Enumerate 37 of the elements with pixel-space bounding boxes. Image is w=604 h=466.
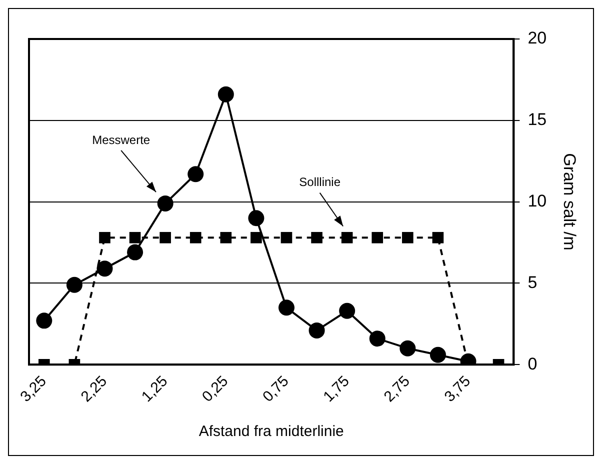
y-tick-label: 15: [528, 110, 547, 130]
point: [160, 232, 171, 244]
x-tick-label: 0,25: [198, 372, 232, 406]
point: [339, 302, 356, 319]
y-tick-label: 10: [528, 192, 547, 210]
point: [308, 322, 325, 338]
point: [218, 86, 234, 102]
point: [280, 232, 292, 244]
point: [402, 232, 414, 244]
x-tick-label: 0,75: [260, 372, 292, 406]
y-axis-title: Gram salt /m: [560, 153, 580, 250]
y-tick-label: 20: [528, 28, 547, 48]
point: [248, 210, 264, 226]
point: [220, 232, 232, 244]
annotation: Messwerte: [92, 132, 150, 147]
point: [278, 300, 294, 316]
y-tick-label: 0: [528, 354, 538, 374]
point: [96, 260, 113, 277]
point: [400, 340, 416, 356]
point: [127, 244, 144, 260]
point: [250, 232, 262, 244]
annotation: Solllinie: [299, 175, 341, 190]
point: [190, 232, 202, 244]
point: [430, 346, 446, 363]
x-axis-title: Afstand fra midterlinie: [198, 423, 344, 440]
y-tick-label: 5: [528, 272, 538, 292]
point: [129, 232, 141, 244]
point: [369, 330, 386, 347]
point: [36, 312, 52, 329]
point: [99, 232, 110, 244]
point: [311, 232, 322, 244]
point: [341, 232, 353, 244]
point: [372, 232, 384, 244]
point: [157, 195, 174, 212]
point: [188, 166, 204, 182]
point: [432, 232, 444, 244]
point: [66, 276, 82, 293]
